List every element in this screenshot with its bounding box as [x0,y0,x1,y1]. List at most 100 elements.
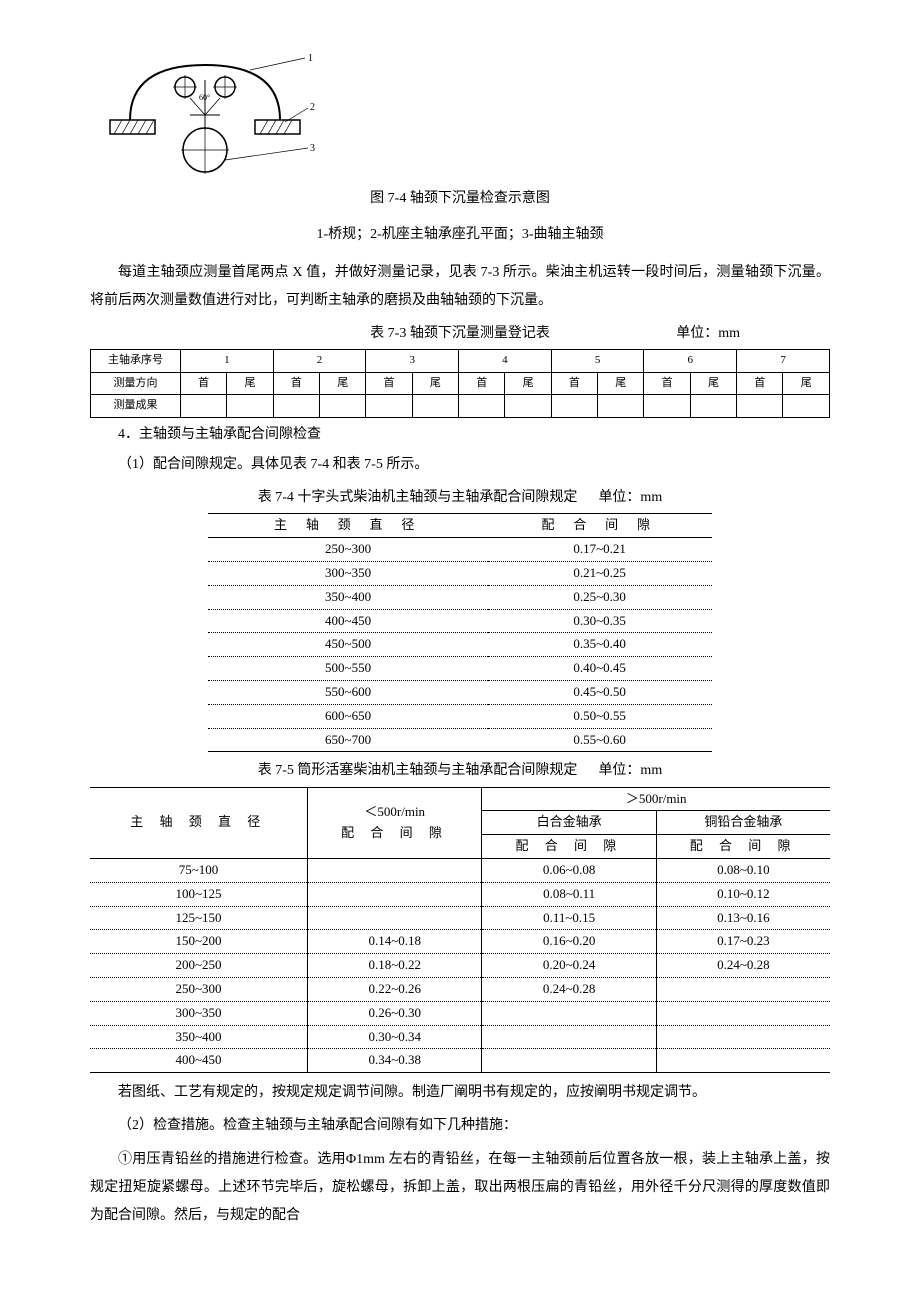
cell: 300~350 [208,561,487,585]
svg-text:2: 2 [310,102,315,113]
cell [737,395,783,418]
cell: 0.55~0.60 [488,728,712,752]
cell: 350~400 [90,1025,308,1049]
table-row: 250~3000.17~0.21 [208,538,711,562]
cell: 0.24~0.28 [482,978,656,1002]
cell: 尾 [320,372,366,395]
cell: 0.18~0.22 [308,954,482,978]
col-header-text: 配 合 间 隙 [341,825,448,840]
cell: 150~200 [90,930,308,954]
figure-legend: 1-桥规；2-机座主轴承座孔平面；3-曲轴主轴颈 [90,224,830,246]
paragraph-3: ①用压青铅丝的措施进行检查。选用Φ1mm 左右的青铅丝，在每一主轴颈前后位置各放… [90,1146,830,1230]
table-row: 600~6500.50~0.55 [208,704,711,728]
cell [227,395,273,418]
table-row: 650~7000.55~0.60 [208,728,711,752]
svg-text:1: 1 [308,53,313,64]
col-header: 白合金轴承 [482,811,656,835]
cell: 首 [273,372,319,395]
table-row: 300~3500.26~0.30 [90,1001,830,1025]
cell: 尾 [227,372,273,395]
cell: 100~125 [90,882,308,906]
cell: 0.10~0.12 [656,882,830,906]
col-num: 3 [366,350,459,373]
sub-2: （2）检查措施。检查主轴颈与主轴承配合间隙有如下几种措施： [90,1113,830,1140]
figure-caption: 图 7-4 轴颈下沉量检查示意图 [90,188,830,210]
col-header-text: ＜500r/min [364,804,425,819]
svg-text:60°: 60° [199,93,210,102]
cell: 300~350 [90,1001,308,1025]
col-header: 铜铅合金轴承 [656,811,830,835]
cell: 尾 [412,372,458,395]
cell: 尾 [598,372,644,395]
cell: 首 [737,372,783,395]
cell: 0.30~0.34 [308,1025,482,1049]
col-header: 配 合 间 隙 [488,514,712,538]
col-num: 7 [737,350,830,373]
cell [412,395,458,418]
paragraph-1: 每道主轴颈应测量首尾两点 X 值，并做好测量记录，见表 7-3 所示。柴油主机运… [90,259,830,315]
cell: 125~150 [90,906,308,930]
cell: 0.08~0.11 [482,882,656,906]
table-row: 350~4000.25~0.30 [208,585,711,609]
cell [644,395,690,418]
cell [783,395,830,418]
table-7-4: 主 轴 颈 直 径 配 合 间 隙 250~3000.17~0.21 300~3… [208,513,711,752]
table-unit: 单位：mm [676,323,740,345]
cell: 350~400 [208,585,487,609]
cell: 0.26~0.30 [308,1001,482,1025]
cell [690,395,736,418]
cell [656,1001,830,1025]
paragraph-2: 若图纸、工艺有规定的，按规定规定调节间隙。制造厂阐明书有规定的，应按阐明书规定调… [90,1079,830,1107]
cell: 0.25~0.30 [488,585,712,609]
cell [482,1049,656,1073]
cell [656,978,830,1002]
cell: 尾 [783,372,830,395]
cell: 0.20~0.24 [482,954,656,978]
table-row: 450~5000.35~0.40 [208,633,711,657]
table-row: 75~1000.06~0.080.08~0.10 [90,859,830,883]
cell: 400~450 [90,1049,308,1073]
table-row: 550~6000.45~0.50 [208,680,711,704]
cell: 0.16~0.20 [482,930,656,954]
cell: 0.34~0.38 [308,1049,482,1073]
cell: 0.40~0.45 [488,657,712,681]
cell [656,1049,830,1073]
cell: 首 [551,372,597,395]
col-header: 配 合 间 隙 [656,835,830,859]
col-header: 主 轴 颈 直 径 [208,514,487,538]
table-7-5: 主 轴 颈 直 径 ＜500r/min 配 合 间 隙 ＞500r/min 白合… [90,787,830,1074]
table-7-3-title: 表 7-3 轴颈下沉量测量登记表 单位：mm [90,323,830,345]
table-row: 250~3000.22~0.260.24~0.28 [90,978,830,1002]
cell: 450~500 [208,633,487,657]
cell: 0.21~0.25 [488,561,712,585]
cell [505,395,551,418]
table-unit: 单位：mm [598,763,662,778]
col-header: 主 轴 颈 直 径 [90,787,308,858]
table-row: 500~5500.40~0.45 [208,657,711,681]
cell: 550~600 [208,680,487,704]
table-title-text: 表 7-4 十字头式柴油机主轴颈与主轴承配合间隙规定 [258,490,578,505]
cell [598,395,644,418]
cell: 200~250 [90,954,308,978]
row-label: 测量方向 [91,372,181,395]
cell: 0.35~0.40 [488,633,712,657]
table-row: 300~3500.21~0.25 [208,561,711,585]
col-header: ＞500r/min [482,787,830,811]
cell [482,1001,656,1025]
cell: 0.08~0.10 [656,859,830,883]
col-num: 6 [644,350,737,373]
table-row: 350~4000.30~0.34 [90,1025,830,1049]
cell: 0.17~0.23 [656,930,830,954]
table-7-3: 主轴承序号 1 2 3 4 5 6 7 测量方向 首尾 首尾 首尾 首尾 首尾 … [90,349,830,418]
table-row: 400~4500.30~0.35 [208,609,711,633]
cell: 75~100 [90,859,308,883]
cell: 0.17~0.21 [488,538,712,562]
cell [551,395,597,418]
cell [308,906,482,930]
cell: 650~700 [208,728,487,752]
cell: 0.11~0.15 [482,906,656,930]
cell: 首 [459,372,505,395]
cell [273,395,319,418]
cell: 0.24~0.28 [656,954,830,978]
cell [656,1025,830,1049]
